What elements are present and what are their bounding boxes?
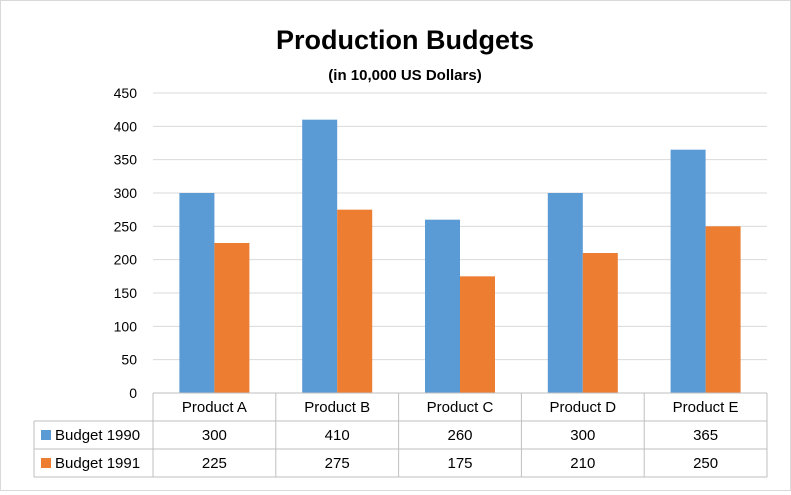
data-label: 225: [202, 455, 227, 472]
y-tick-label: 0: [129, 385, 137, 401]
x-tick-label: Product E: [673, 399, 739, 416]
data-label: 275: [325, 455, 350, 472]
y-tick-label: 450: [114, 85, 138, 101]
data-label: 250: [693, 455, 718, 472]
bar: [302, 119, 338, 394]
legend-label: Budget 1991: [55, 455, 140, 472]
y-tick-label: 350: [114, 152, 138, 168]
bar: [179, 193, 215, 393]
x-tick-label: Product B: [304, 399, 370, 416]
data-label: 410: [325, 427, 350, 444]
y-tick-label: 400: [114, 118, 138, 134]
bar: [705, 226, 741, 393]
data-label: 300: [570, 427, 595, 444]
data-label: 210: [570, 455, 595, 472]
chart-title: Production Budgets: [276, 25, 534, 55]
x-tick-label: Product C: [427, 399, 494, 416]
bar: [547, 193, 583, 393]
data-label: 365: [693, 427, 718, 444]
x-tick-label: Product A: [182, 399, 247, 416]
bar: [670, 149, 706, 393]
y-tick-label: 300: [114, 185, 138, 201]
bars: [179, 119, 741, 394]
x-tick-label: Product D: [549, 399, 616, 416]
y-tick-label: 250: [114, 218, 138, 234]
chart-subtitle: (in 10,000 US Dollars): [328, 67, 481, 84]
legend-swatch: [41, 458, 51, 468]
bar: [460, 276, 495, 393]
y-axis-ticks: 0 50 100 150 200 250 300 350 400 450: [114, 85, 138, 401]
bar: [214, 243, 250, 393]
bar: [337, 209, 373, 393]
data-label: 300: [202, 427, 227, 444]
y-tick-label: 50: [121, 352, 137, 368]
data-table: Product A Product B Product C Product D Prod…: [33, 392, 768, 478]
data-label: 260: [447, 427, 472, 444]
y-tick-label: 200: [114, 252, 138, 268]
bar: [582, 253, 618, 393]
y-tick-label: 150: [114, 285, 138, 301]
legend-label: Budget 1990: [55, 427, 140, 444]
legend-swatch: [41, 430, 51, 440]
bar: [425, 219, 460, 393]
y-tick-label: 100: [114, 318, 138, 334]
data-label: 175: [447, 455, 472, 472]
